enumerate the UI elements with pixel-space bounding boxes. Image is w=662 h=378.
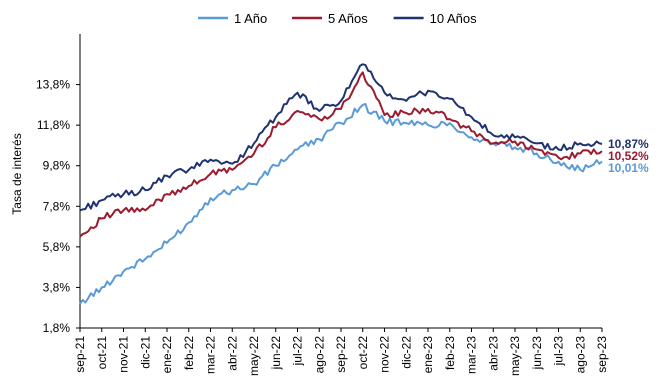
- y-tick-label: 7,8%: [43, 199, 71, 213]
- x-tick-label: jun-22: [269, 336, 283, 371]
- y-axis-title: Tasa de interés: [10, 133, 24, 214]
- x-tick-label: dic-21: [138, 336, 152, 369]
- x-tick-label: sep-22: [334, 336, 348, 373]
- series-line-3: [79, 63, 603, 212]
- x-tick-label: may-23: [508, 336, 522, 376]
- x-tick-label: abr-23: [486, 336, 500, 371]
- x-tick-label: feb-22: [182, 336, 196, 370]
- x-tick-label: sep-23: [595, 336, 609, 373]
- y-tick-label: 3,8%: [43, 280, 71, 294]
- x-tick-label: nov-21: [117, 336, 131, 373]
- y-tick-label: 5,8%: [43, 240, 71, 254]
- x-tick-label: feb-23: [443, 336, 457, 370]
- legend: 1 Año 5 Años 10 Años: [198, 11, 477, 26]
- x-tick-label: jun-23: [530, 336, 544, 371]
- end-value-label: 10,52%: [608, 149, 649, 163]
- end-labels: 10,87%10,52%10,01%: [608, 137, 649, 175]
- x-tick-label: jul-23: [552, 336, 566, 367]
- legend-label: 10 Años: [430, 11, 477, 26]
- y-tick-label: 1,8%: [43, 321, 71, 335]
- y-tick-label: 11,8%: [37, 118, 70, 132]
- x-tick-label: ago-22: [312, 336, 326, 374]
- series-line-1: [79, 103, 603, 305]
- x-tick-label: ago-23: [573, 336, 587, 374]
- x-tick-label: oct-22: [356, 336, 370, 370]
- x-tick-label: sep-21: [73, 336, 87, 373]
- x-tick-label: ene-22: [160, 336, 174, 374]
- series-layer: [79, 63, 603, 305]
- x-tick-label: ene-23: [421, 336, 435, 374]
- x-tick-label: jul-22: [291, 336, 305, 367]
- x-axis: sep-21 oct-21 nov-21 dic-21 ene-22 feb-22 mar-…: [73, 327, 609, 376]
- x-tick-label: dic-22: [399, 336, 413, 369]
- x-tick-label: oct-21: [95, 336, 109, 370]
- end-value-label: 10,01%: [608, 161, 649, 175]
- x-tick-label: nov-22: [378, 336, 392, 373]
- series-line-2: [79, 71, 603, 238]
- y-tick-label: 13,8%: [36, 78, 70, 92]
- x-tick-label: abr-22: [225, 336, 239, 371]
- x-tick-label: mar-23: [465, 336, 479, 374]
- x-tick-label: may-22: [247, 336, 261, 376]
- y-tick-label: 9,8%: [43, 159, 71, 173]
- y-axis: 1,8% 3,8% 5,8% 7,8% 9,8% 11,8% 13,8%: [36, 34, 81, 335]
- end-value-label: 10,87%: [608, 137, 649, 151]
- legend-label: 1 Año: [234, 11, 267, 26]
- x-tick-label: mar-22: [204, 336, 218, 374]
- legend-label: 5 Años: [328, 11, 368, 26]
